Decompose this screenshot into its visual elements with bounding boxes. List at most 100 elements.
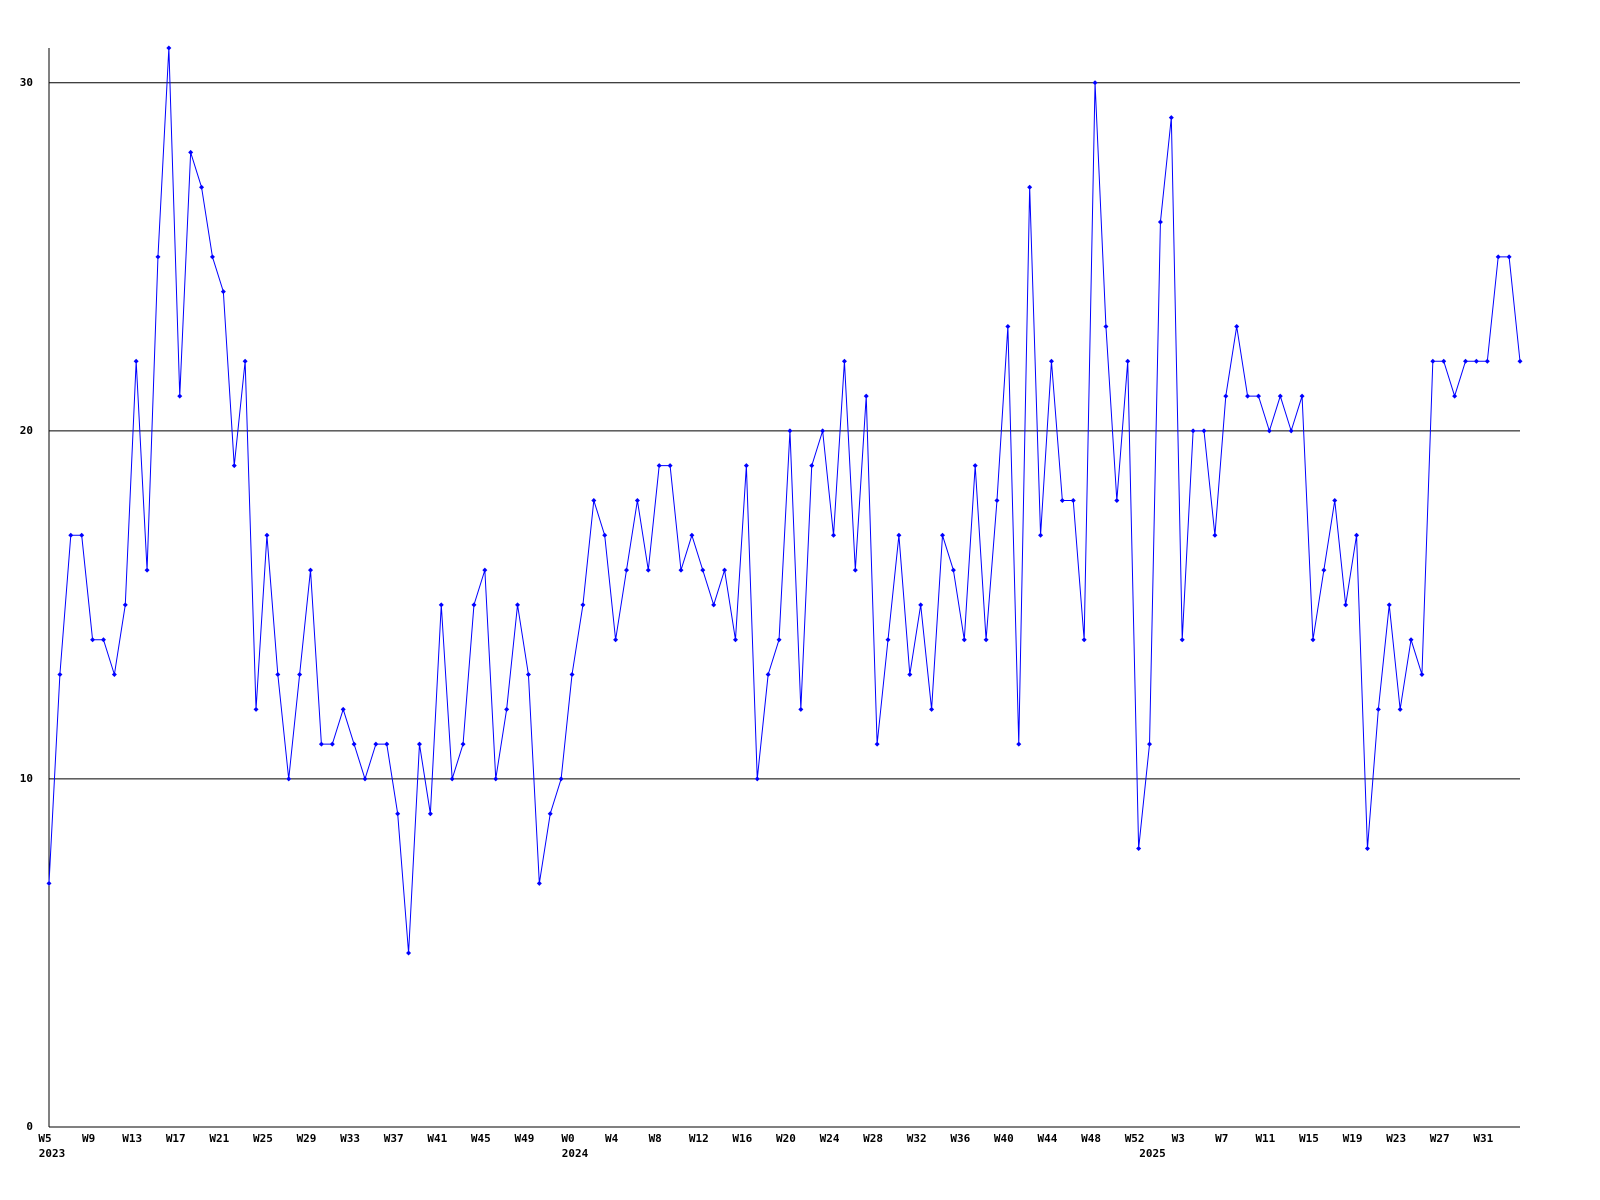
data-point	[133, 358, 139, 364]
data-point	[950, 567, 956, 573]
data-point	[1005, 323, 1011, 329]
data-point	[297, 672, 303, 678]
x-tick-label: W12	[689, 1132, 709, 1145]
data-point	[939, 532, 945, 538]
data-point	[373, 741, 379, 747]
data-point	[329, 741, 335, 747]
data-point	[1070, 497, 1076, 503]
data-point	[1277, 393, 1283, 399]
data-point	[602, 532, 608, 538]
x-tick-label: W11	[1255, 1132, 1275, 1145]
y-tick-label: 20	[20, 424, 33, 437]
data-point	[1419, 672, 1425, 678]
data-point	[318, 741, 324, 747]
data-point	[264, 532, 270, 538]
data-point	[1364, 846, 1370, 852]
data-point	[722, 567, 728, 573]
data-point	[1048, 358, 1054, 364]
x-tick-label: W37	[384, 1132, 404, 1145]
x-tick-label: W49	[514, 1132, 534, 1145]
data-point	[580, 602, 586, 608]
data-point	[798, 706, 804, 712]
data-point	[1517, 358, 1523, 364]
data-point	[231, 463, 237, 469]
data-point	[449, 776, 455, 782]
year-label: 2025	[1139, 1147, 1166, 1160]
data-point	[504, 706, 510, 712]
x-tick-label: W20	[776, 1132, 796, 1145]
x-tick-label: W8	[649, 1132, 662, 1145]
data-point	[1223, 393, 1229, 399]
data-point	[569, 672, 575, 678]
data-point	[645, 567, 651, 573]
x-tick-label: W27	[1430, 1132, 1450, 1145]
data-point	[111, 672, 117, 678]
data-point	[1354, 532, 1360, 538]
x-tick-label: W45	[471, 1132, 491, 1145]
data-point	[1125, 358, 1131, 364]
data-point	[1452, 393, 1458, 399]
x-tick-label: W32	[907, 1132, 927, 1145]
data-point	[1506, 254, 1512, 260]
data-point	[1441, 358, 1447, 364]
y-tick-label: 10	[20, 772, 33, 785]
data-point	[1092, 80, 1098, 86]
data-point	[1321, 567, 1327, 573]
data-point	[460, 741, 466, 747]
data-point	[678, 567, 684, 573]
data-point	[983, 637, 989, 643]
data-point	[209, 254, 215, 260]
data-point	[1299, 393, 1305, 399]
data-point	[1103, 323, 1109, 329]
data-point	[79, 532, 85, 538]
data-point	[700, 567, 706, 573]
data-point	[994, 497, 1000, 503]
year-label: 2023	[39, 1147, 66, 1160]
year-label: 2024	[562, 1147, 589, 1160]
data-point	[1179, 637, 1185, 643]
x-tick-label: W7	[1215, 1132, 1228, 1145]
data-point	[831, 532, 837, 538]
data-point	[427, 811, 433, 817]
data-point	[896, 532, 902, 538]
data-point	[286, 776, 292, 782]
data-point	[1463, 358, 1469, 364]
data-point	[395, 811, 401, 817]
data-point	[689, 532, 695, 538]
data-point	[1266, 428, 1272, 434]
y-tick-label: 0	[26, 1120, 33, 1133]
x-tick-label: W31	[1473, 1132, 1493, 1145]
data-point	[1397, 706, 1403, 712]
x-tick-label: W17	[166, 1132, 186, 1145]
data-point	[220, 289, 226, 295]
x-tick-label: W13	[122, 1132, 142, 1145]
data-point	[885, 637, 891, 643]
data-point	[1081, 637, 1087, 643]
x-tick-label: W3	[1172, 1132, 1185, 1145]
data-point	[1332, 497, 1338, 503]
data-point	[1288, 428, 1294, 434]
x-tick-label: W48	[1081, 1132, 1101, 1145]
data-point	[155, 254, 161, 260]
data-point	[1245, 393, 1251, 399]
data-point	[743, 463, 749, 469]
data-point	[1190, 428, 1196, 434]
data-point	[1484, 358, 1490, 364]
data-point	[1310, 637, 1316, 643]
data-point	[907, 672, 913, 678]
data-point	[547, 811, 553, 817]
data-point	[624, 567, 630, 573]
x-tick-label: W28	[863, 1132, 883, 1145]
data-point	[1375, 706, 1381, 712]
data-point	[656, 463, 662, 469]
data-point	[1473, 358, 1479, 364]
data-point	[188, 149, 194, 155]
data-line	[48, 47, 1521, 954]
x-tick-label: W41	[427, 1132, 447, 1145]
data-point	[438, 602, 444, 608]
data-point	[242, 358, 248, 364]
data-point	[46, 880, 52, 886]
x-tick-label: W4	[605, 1132, 619, 1145]
data-point	[1059, 497, 1065, 503]
